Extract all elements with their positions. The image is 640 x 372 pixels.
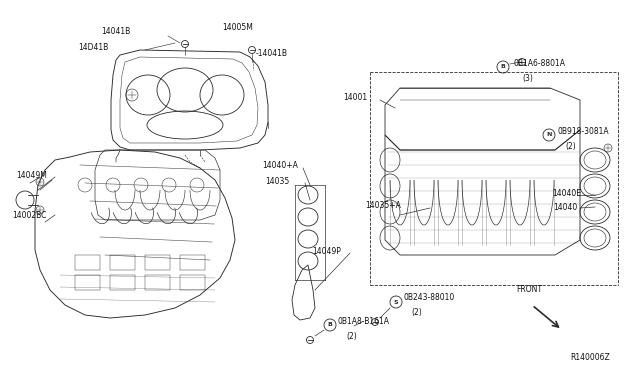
Bar [75, 255, 100, 270]
Text: 14035: 14035 [265, 176, 289, 186]
Text: -14041B: -14041B [256, 49, 288, 58]
Bar [75, 275, 100, 290]
Text: 14005M: 14005M [222, 23, 253, 32]
Text: FRONT: FRONT [516, 285, 542, 295]
Text: 0B243-88010: 0B243-88010 [403, 294, 454, 302]
Text: 0B1A6-8801A: 0B1A6-8801A [514, 60, 566, 68]
Text: 14002BC: 14002BC [12, 211, 46, 219]
Text: (2): (2) [346, 331, 356, 340]
Text: 0B1A8-B161A: 0B1A8-B161A [338, 317, 390, 327]
Text: (3): (3) [522, 74, 533, 83]
Text: 14049M: 14049M [16, 171, 47, 180]
Text: 14049P: 14049P [312, 247, 341, 256]
Text: S: S [394, 299, 398, 305]
Text: B: B [328, 323, 332, 327]
Text: B: B [500, 64, 506, 70]
Text: 14040E: 14040E [552, 189, 581, 198]
Text: (2): (2) [565, 141, 576, 151]
Bar [110, 255, 135, 270]
Bar [145, 255, 170, 270]
Text: 0B918-3081A: 0B918-3081A [557, 128, 609, 137]
Bar [145, 275, 170, 290]
Text: 14001: 14001 [343, 93, 367, 102]
Bar [180, 275, 205, 290]
Bar [110, 275, 135, 290]
Text: (2): (2) [411, 308, 422, 317]
Text: 14041B: 14041B [100, 26, 130, 35]
Text: N: N [547, 132, 552, 138]
Text: 14040+A: 14040+A [262, 160, 298, 170]
Text: 14035+A: 14035+A [365, 202, 401, 211]
Text: R140006Z: R140006Z [570, 353, 610, 362]
Bar [180, 255, 205, 270]
Text: 14D41B: 14D41B [77, 44, 108, 52]
Text: 14040: 14040 [553, 202, 577, 212]
